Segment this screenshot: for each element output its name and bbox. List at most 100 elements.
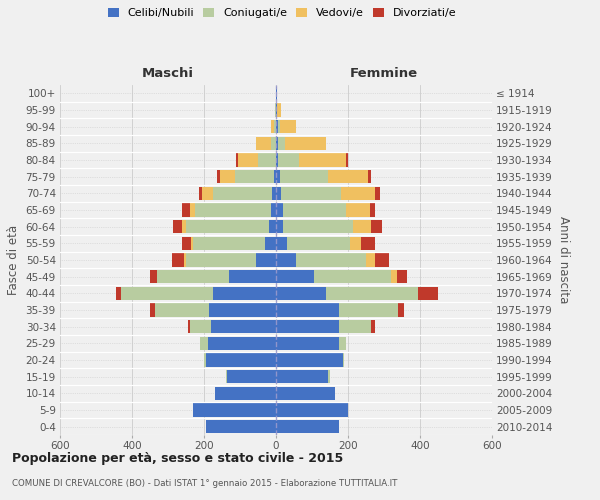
Bar <box>271 120 274 134</box>
Bar <box>206 420 276 434</box>
Bar <box>206 354 276 366</box>
Bar <box>276 104 277 117</box>
Bar <box>220 170 235 183</box>
Bar <box>366 254 375 266</box>
Bar <box>375 254 389 266</box>
Bar <box>276 254 296 266</box>
Bar <box>190 320 211 334</box>
Y-axis label: Anni di nascita: Anni di nascita <box>557 216 569 304</box>
Bar <box>157 270 229 283</box>
Bar <box>209 304 276 316</box>
Bar <box>265 236 276 250</box>
Legend: Celibi/Nubili, Coniugati/e, Vedovi/e, Divorziati/e: Celibi/Nubili, Coniugati/e, Vedovi/e, Di… <box>106 6 458 20</box>
Bar <box>182 236 191 250</box>
Bar <box>314 270 391 283</box>
Bar <box>204 354 206 366</box>
Bar <box>276 354 343 366</box>
Bar <box>269 220 276 234</box>
Bar <box>215 386 276 400</box>
Bar <box>256 254 276 266</box>
Bar <box>276 170 280 183</box>
Text: Maschi: Maschi <box>142 67 194 80</box>
Bar <box>271 136 276 150</box>
Bar <box>213 186 272 200</box>
Bar <box>202 186 213 200</box>
Bar <box>276 304 339 316</box>
Bar <box>235 170 274 183</box>
Bar <box>276 186 281 200</box>
Bar <box>276 220 283 234</box>
Bar <box>193 236 265 250</box>
Bar <box>276 370 328 384</box>
Bar <box>361 236 375 250</box>
Bar <box>226 370 227 384</box>
Bar <box>276 386 335 400</box>
Bar <box>278 154 299 166</box>
Bar <box>276 286 326 300</box>
Bar <box>276 270 314 283</box>
Bar <box>368 170 371 183</box>
Bar <box>278 136 285 150</box>
Bar <box>375 186 380 200</box>
Bar <box>199 186 202 200</box>
Bar <box>397 270 407 283</box>
Bar <box>283 220 353 234</box>
Bar <box>398 304 404 316</box>
Bar <box>371 220 382 234</box>
Bar <box>184 254 186 266</box>
Bar <box>188 320 190 334</box>
Bar <box>339 304 398 316</box>
Bar <box>339 320 371 334</box>
Bar <box>213 286 276 300</box>
Bar <box>370 204 375 216</box>
Bar <box>195 204 271 216</box>
Bar <box>276 136 278 150</box>
Bar <box>418 286 438 300</box>
Bar <box>276 204 283 216</box>
Bar <box>236 154 238 166</box>
Bar <box>277 104 281 117</box>
Bar <box>182 204 190 216</box>
Bar <box>191 236 193 250</box>
Bar <box>276 336 339 350</box>
Bar <box>238 154 258 166</box>
Bar <box>275 104 276 117</box>
Bar <box>353 220 371 234</box>
Bar <box>276 154 278 166</box>
Bar <box>173 220 182 234</box>
Bar <box>208 336 276 350</box>
Bar <box>276 420 339 434</box>
Bar <box>272 186 276 200</box>
Bar <box>276 86 277 100</box>
Bar <box>278 120 280 134</box>
Text: Femmine: Femmine <box>350 67 418 80</box>
Bar <box>341 186 375 200</box>
Bar <box>186 220 269 234</box>
Bar <box>182 220 186 234</box>
Bar <box>274 120 276 134</box>
Bar <box>371 320 375 334</box>
Bar <box>287 236 350 250</box>
Bar <box>280 120 296 134</box>
Bar <box>276 236 287 250</box>
Bar <box>271 204 276 216</box>
Bar <box>155 304 209 316</box>
Bar <box>296 254 366 266</box>
Bar <box>256 136 271 150</box>
Bar <box>276 320 339 334</box>
Bar <box>285 136 326 150</box>
Bar <box>274 170 276 183</box>
Bar <box>276 404 348 416</box>
Bar <box>299 154 346 166</box>
Bar <box>190 204 195 216</box>
Bar <box>229 270 276 283</box>
Bar <box>258 154 276 166</box>
Bar <box>283 204 346 216</box>
Bar <box>328 370 330 384</box>
Bar <box>328 170 368 183</box>
Bar <box>217 170 220 183</box>
Bar <box>193 404 276 416</box>
Bar <box>186 254 256 266</box>
Text: Popolazione per età, sesso e stato civile - 2015: Popolazione per età, sesso e stato civil… <box>12 452 343 465</box>
Bar <box>343 354 344 366</box>
